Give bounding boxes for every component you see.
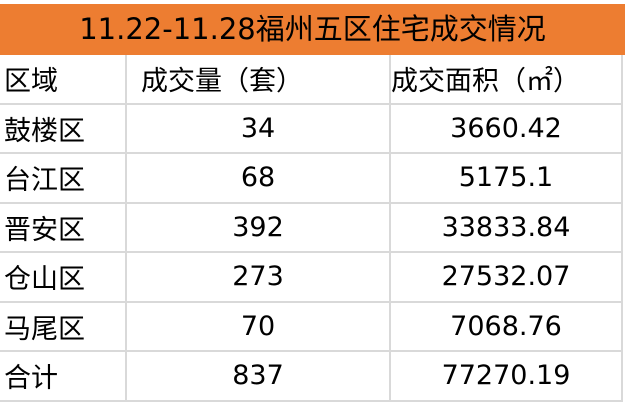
table-title: 11.22-11.28福州五区住宅成交情况 [0,4,625,55]
district-cell: 晋安区 [0,201,127,253]
area-cell: 5175.1 [389,152,623,204]
units-cell: 273 [125,251,391,303]
header-units: 成交量（套） [125,55,391,105]
area-cell: 7068.76 [389,300,623,352]
header-row: 区域 成交量（套） 成交面积（㎡） [0,55,623,105]
header-area: 成交面积（㎡） [389,55,623,105]
table-row: 晋安区 392 33833.84 [0,201,623,253]
total-row: 合计 837 77270.19 [0,350,623,402]
area-cell: 3660.42 [389,102,623,154]
transactions-table: 区域 成交量（套） 成交面积（㎡） 鼓楼区 34 3660.42 台江区 68 … [0,55,623,402]
units-cell: 34 [125,102,391,154]
area-cell: 33833.84 [389,201,623,253]
units-cell: 70 [125,300,391,352]
header-district: 区域 [0,55,127,105]
units-cell: 68 [125,152,391,204]
table-row: 台江区 68 5175.1 [0,152,623,204]
area-cell: 27532.07 [389,251,623,303]
units-cell: 392 [125,201,391,253]
district-cell: 马尾区 [0,300,127,352]
district-cell: 鼓楼区 [0,102,127,154]
table-row: 仓山区 273 27532.07 [0,251,623,303]
table-row: 马尾区 70 7068.76 [0,300,623,352]
area-cell: 77270.19 [389,350,623,402]
table-row: 鼓楼区 34 3660.42 [0,102,623,154]
district-cell: 合计 [0,350,127,402]
district-cell: 台江区 [0,152,127,204]
district-cell: 仓山区 [0,251,127,303]
units-cell: 837 [125,350,391,402]
